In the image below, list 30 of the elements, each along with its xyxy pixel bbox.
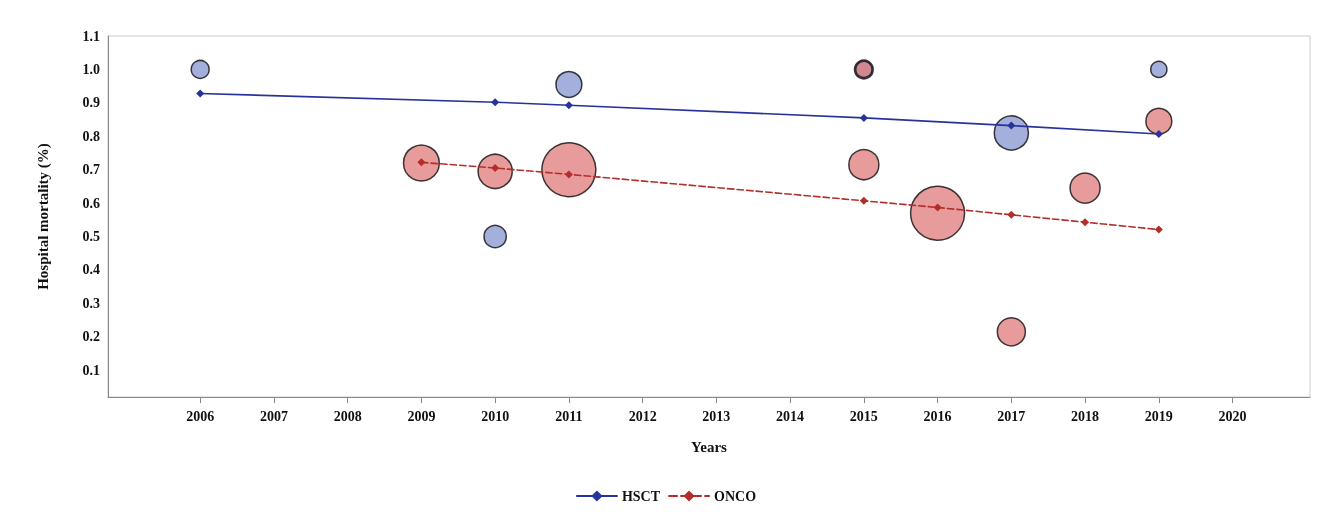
y-tick-label: 1.0 [82, 61, 100, 77]
y-tick-label: 0.9 [82, 95, 100, 111]
x-tick-label: 2006 [186, 408, 215, 424]
x-tick-label: 2015 [849, 408, 878, 424]
y-tick-label: 0.6 [82, 195, 100, 211]
y-tick-label: 0.8 [82, 128, 100, 144]
x-tick-label: 2012 [628, 408, 657, 424]
x-tick-label: 2019 [1144, 408, 1173, 424]
x-tick-label: 2017 [997, 408, 1026, 424]
x-tick-label: 2013 [702, 408, 731, 424]
y-tick-label: 0.5 [82, 229, 100, 245]
x-axis-title: Years [691, 438, 728, 455]
x-tick-label: 2010 [481, 408, 510, 424]
legend-label: ONCO [714, 488, 757, 504]
x-tick-label: 2008 [333, 408, 362, 424]
y-tick-label: 0.1 [82, 362, 100, 378]
x-tick-label: 2009 [407, 408, 436, 424]
x-tick-label: 2011 [555, 408, 583, 424]
legend-label: HSCT [621, 488, 661, 504]
x-tick-label: 2016 [923, 408, 952, 424]
y-tick-label: 0.4 [82, 262, 100, 278]
y-tick-label: 0.2 [82, 329, 100, 345]
y-tick-label: 0.3 [82, 295, 100, 311]
y-tick-label: 0.7 [82, 162, 100, 178]
x-tick-label: 2018 [1071, 408, 1100, 424]
x-tick-label: 2020 [1218, 408, 1247, 424]
y-axis-title: Hospital mortality (%) [34, 143, 52, 290]
y-tick-label: 1.1 [82, 28, 100, 44]
x-tick-label: 2007 [259, 408, 288, 424]
x-tick-label: 2014 [776, 408, 805, 424]
